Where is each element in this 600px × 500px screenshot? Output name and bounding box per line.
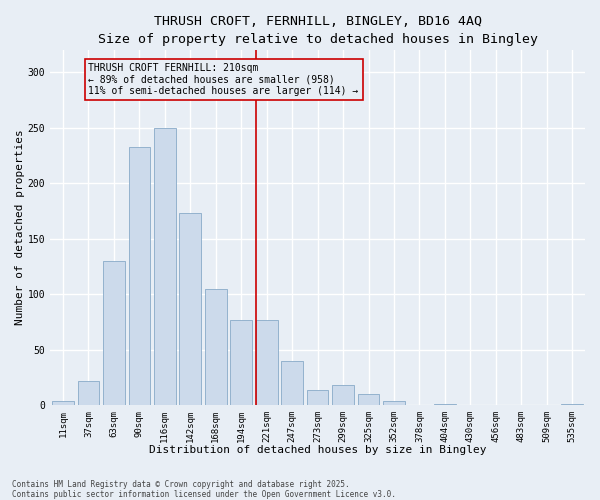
Bar bbox=[103, 261, 125, 405]
Bar bbox=[52, 400, 74, 405]
Bar bbox=[383, 400, 405, 405]
Bar bbox=[205, 288, 227, 405]
Bar bbox=[307, 390, 328, 405]
Bar bbox=[77, 380, 99, 405]
Bar bbox=[128, 146, 150, 405]
Bar bbox=[562, 404, 583, 405]
Bar bbox=[256, 320, 278, 405]
Bar bbox=[179, 213, 201, 405]
X-axis label: Distribution of detached houses by size in Bingley: Distribution of detached houses by size … bbox=[149, 445, 487, 455]
Bar bbox=[434, 404, 456, 405]
Text: THRUSH CROFT FERNHILL: 210sqm
← 89% of detached houses are smaller (958)
11% of : THRUSH CROFT FERNHILL: 210sqm ← 89% of d… bbox=[88, 64, 359, 96]
Bar bbox=[154, 128, 176, 405]
Text: Contains HM Land Registry data © Crown copyright and database right 2025.
Contai: Contains HM Land Registry data © Crown c… bbox=[12, 480, 396, 499]
Bar bbox=[332, 385, 354, 405]
Y-axis label: Number of detached properties: Number of detached properties bbox=[15, 130, 25, 326]
Bar bbox=[358, 394, 379, 405]
Bar bbox=[230, 320, 252, 405]
Title: THRUSH CROFT, FERNHILL, BINGLEY, BD16 4AQ
Size of property relative to detached : THRUSH CROFT, FERNHILL, BINGLEY, BD16 4A… bbox=[98, 15, 538, 46]
Bar bbox=[281, 360, 303, 405]
